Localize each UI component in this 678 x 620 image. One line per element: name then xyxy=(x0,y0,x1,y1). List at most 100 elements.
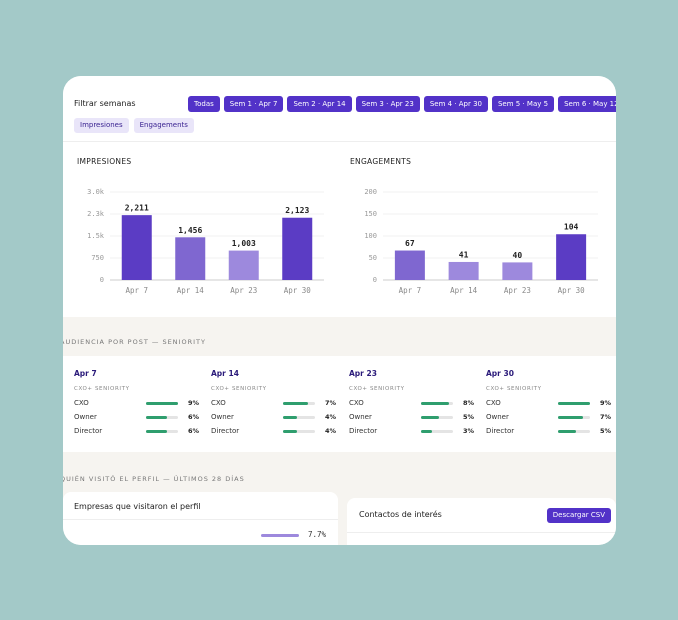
bar xyxy=(175,237,206,280)
post-subtitle: CXO+ SENIORITY xyxy=(349,386,405,392)
value-label: 40 xyxy=(513,251,523,260)
value-label: 2,211 xyxy=(125,204,149,213)
bar xyxy=(282,217,313,280)
x-tick-label: Apr 7 xyxy=(125,286,148,295)
y-tick-label: 0 xyxy=(100,276,104,284)
y-tick-label: 1.5k xyxy=(87,232,105,240)
row-value: 4% xyxy=(324,427,336,435)
bar xyxy=(448,261,479,280)
dashboard-card: Filtrar semanas Todas Sem 1 · Apr 7 Sem 2 … xyxy=(63,76,616,545)
row-value: 4% xyxy=(324,413,336,421)
week-button[interactable]: Sem 3 · Apr 23 xyxy=(355,96,420,112)
value-label: 67 xyxy=(405,239,415,248)
bar xyxy=(421,402,450,405)
section-title: AUDIENCIA POR POST — SENIORITY xyxy=(63,338,206,346)
x-tick-label: Apr 30 xyxy=(284,286,312,295)
y-tick-label: 0 xyxy=(373,276,377,284)
bar xyxy=(121,215,152,280)
week-button[interactable]: Sem 6 · May 12 xyxy=(558,96,616,112)
divider xyxy=(63,519,338,520)
bar xyxy=(502,262,533,280)
row-name: Director xyxy=(349,427,378,435)
audience-panel: Apr 7 CXO+ SENIORITY CXO 9% Owner 6% Director 6… xyxy=(63,356,616,452)
bar xyxy=(283,430,298,433)
post-title: Apr 30 xyxy=(486,369,514,378)
y-tick-label: 750 xyxy=(91,254,104,262)
row-name: Director xyxy=(211,427,240,435)
post-subtitle: CXO+ SENIORITY xyxy=(211,386,267,392)
y-tick-label: 50 xyxy=(369,254,377,262)
row-value: 5% xyxy=(462,413,474,421)
post-title: Apr 23 xyxy=(349,369,377,378)
value-label: 2,123 xyxy=(285,206,309,215)
row-value: 9% xyxy=(187,399,199,407)
row-value: 3% xyxy=(462,427,474,435)
row-name: CXO xyxy=(486,399,501,407)
row-value: 7% xyxy=(324,399,336,407)
bar xyxy=(146,430,168,433)
row-value: 8% xyxy=(462,399,474,407)
row-name: Owner xyxy=(349,413,372,421)
bar-track xyxy=(283,430,315,433)
contacts-card: Contactos de interés Descargar CSV xyxy=(347,498,616,545)
row-value: 9% xyxy=(599,399,611,407)
bar xyxy=(558,402,590,405)
bar xyxy=(146,402,178,405)
bar xyxy=(556,234,587,280)
bar xyxy=(421,416,439,419)
chart-title: ENGAGEMENTS xyxy=(350,157,411,166)
bar-track xyxy=(421,430,453,433)
row-name: Owner xyxy=(74,413,97,421)
section-title: QUIÉN VISITÓ EL PERFIL — ÚLTIMOS 28 DÍAS xyxy=(63,475,245,483)
week-button[interactable]: Sem 2 · Apr 14 xyxy=(287,96,352,112)
row-value: 5% xyxy=(599,427,611,435)
row-value: 7.7% xyxy=(307,530,326,539)
y-tick-label: 3.0k xyxy=(87,188,105,196)
post-subtitle: CXO+ SENIORITY xyxy=(486,386,542,392)
row-name: Director xyxy=(486,427,515,435)
value-label: 41 xyxy=(459,250,469,259)
y-tick-label: 200 xyxy=(364,188,377,196)
x-tick-label: Apr 30 xyxy=(558,286,586,295)
y-tick-label: 100 xyxy=(364,232,377,240)
bar xyxy=(558,430,576,433)
bar xyxy=(260,534,299,537)
row-name: CXO xyxy=(211,399,226,407)
card-title: Contactos de interés xyxy=(359,510,442,519)
metric-toggle[interactable]: Impresiones xyxy=(74,118,129,133)
bar xyxy=(394,250,425,280)
row-value: 6% xyxy=(187,413,199,421)
x-tick-label: Apr 23 xyxy=(230,286,257,295)
divider xyxy=(347,532,616,533)
week-button[interactable]: Sem 4 · Apr 30 xyxy=(423,96,488,112)
bar-track xyxy=(283,416,315,419)
card-title: Empresas que visitaron el perfil xyxy=(74,502,201,511)
divider xyxy=(63,141,616,142)
company-rows: 7.7% xyxy=(63,530,338,542)
week-button[interactable]: Todas xyxy=(188,96,220,112)
value-label: 1,456 xyxy=(178,226,202,235)
x-tick-label: Apr 14 xyxy=(177,286,205,295)
metric-toggle[interactable]: Engagements xyxy=(133,118,194,133)
charts: IMPRESIONES 0 750 1.5k 2.3k 3.0k 2,211 Apr 7 1,4… xyxy=(77,157,598,295)
value-label: 1,003 xyxy=(232,239,256,248)
post-subtitle: CXO+ SENIORITY xyxy=(74,386,130,392)
week-button[interactable]: Sem 1 · Apr 7 xyxy=(223,96,284,112)
bar xyxy=(558,416,583,419)
x-tick-label: Apr 7 xyxy=(399,286,422,295)
row-value: 7% xyxy=(599,413,611,421)
bar xyxy=(146,416,168,419)
post-title: Apr 14 xyxy=(211,369,239,378)
row-name: Owner xyxy=(486,413,509,421)
companies-card: Empresas que visitaron el perfil 7.7% xyxy=(63,492,338,545)
y-tick-label: 150 xyxy=(364,210,377,218)
row-name: CXO xyxy=(74,399,89,407)
bar xyxy=(283,416,298,419)
post-title: Apr 7 xyxy=(74,369,97,378)
y-tick-label: 2.3k xyxy=(87,210,105,218)
download-button[interactable]: Descargar CSV xyxy=(546,508,611,523)
chart-title: IMPRESIONES xyxy=(77,157,131,166)
week-button[interactable]: Sem 5 · May 5 xyxy=(491,96,555,112)
week-filters: Todas Sem 1 · Apr 7 Sem 2 · Apr 14 Sem 3 · … xyxy=(188,96,616,112)
